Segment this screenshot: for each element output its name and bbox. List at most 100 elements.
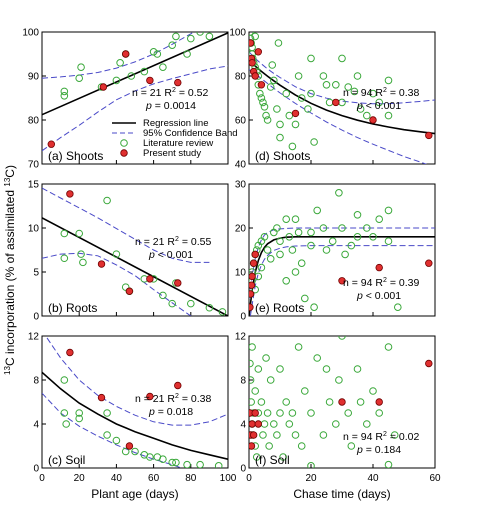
panel-a: 70 80 90 100 n = 21 R2 = 0.52p = 0.0014 (a) S… xyxy=(22,28,229,171)
literature-point xyxy=(266,83,275,91)
literature-point xyxy=(297,442,306,450)
y-tick-label: 0 xyxy=(240,312,246,323)
literature-point xyxy=(344,83,353,91)
y-tick-label: 0 xyxy=(33,464,39,475)
literature-point xyxy=(254,365,263,373)
literature-point xyxy=(353,72,362,80)
literature-point xyxy=(276,250,284,259)
literature-point xyxy=(60,376,69,384)
regression-line-e xyxy=(249,236,435,316)
present-point xyxy=(338,398,346,406)
present-point xyxy=(249,259,258,267)
x-tick-label: 40 xyxy=(367,473,379,484)
present-point xyxy=(332,98,340,107)
literature-point xyxy=(249,398,255,406)
panel-frame-f xyxy=(248,335,436,469)
literature-point xyxy=(285,111,294,120)
literature-point xyxy=(291,268,300,276)
y-tick-label: 5 xyxy=(33,268,39,279)
literature-point xyxy=(294,72,303,80)
literature-point xyxy=(313,354,322,362)
present-point xyxy=(249,420,256,428)
present-point xyxy=(249,303,254,311)
literature-point xyxy=(335,189,343,197)
literature-point xyxy=(116,59,124,67)
literature-point xyxy=(304,105,312,113)
literature-point xyxy=(291,215,300,223)
literature-point xyxy=(384,111,393,120)
literature-point xyxy=(375,98,384,107)
literature-point xyxy=(259,98,267,107)
y-tick-label: 80 xyxy=(28,116,40,127)
present-point xyxy=(146,275,154,283)
literature-point xyxy=(384,206,393,215)
literature-point xyxy=(121,447,130,456)
present-point xyxy=(97,393,106,402)
literature-point xyxy=(131,447,139,456)
literature-point xyxy=(288,246,297,254)
literature-point xyxy=(344,409,353,417)
literature-point xyxy=(384,76,393,85)
literature-point xyxy=(310,138,318,146)
literature-point xyxy=(112,250,121,258)
y-tick-label: 100 xyxy=(229,28,246,39)
literature-point xyxy=(353,233,362,241)
stats-p-b: p < 0.001 xyxy=(148,249,193,261)
ci-upper-d xyxy=(249,51,435,105)
literature-point xyxy=(249,359,254,368)
literature-point xyxy=(350,87,359,96)
literature-point xyxy=(319,72,328,80)
literature-point xyxy=(319,431,328,439)
x-tick-label: 100 xyxy=(220,473,237,484)
literature-point xyxy=(384,460,393,468)
literature-point xyxy=(172,458,180,467)
present-point xyxy=(375,263,383,272)
literature-point xyxy=(332,81,340,89)
y-tick-label: 90 xyxy=(28,72,40,83)
ci-lower-b xyxy=(42,252,192,316)
literature-point xyxy=(353,211,362,219)
literature-point xyxy=(75,414,83,423)
literature-point xyxy=(196,32,204,36)
literature-point xyxy=(249,343,256,351)
ci-lower-c xyxy=(42,392,183,468)
y-tick-label: 30 xyxy=(235,180,247,191)
present-point xyxy=(338,277,346,285)
legend-regression-label: Regression line xyxy=(143,118,208,129)
x-tick-label: 40 xyxy=(111,473,123,484)
literature-point xyxy=(60,229,69,238)
literature-point xyxy=(262,111,270,120)
literature-point xyxy=(257,263,266,272)
literature-point xyxy=(297,94,306,102)
literature-point xyxy=(276,120,284,129)
y-tick-label: 60 xyxy=(235,116,247,127)
present-point xyxy=(425,359,433,368)
legend-literature-swatch xyxy=(120,139,128,147)
literature-point xyxy=(266,254,275,263)
literature-point xyxy=(260,103,269,111)
stats-n-r2-a: n = 21 R2 = 0.52 xyxy=(132,87,208,99)
literature-point xyxy=(322,81,331,89)
literature-point xyxy=(375,409,384,417)
plot-area-c xyxy=(42,336,228,468)
panel-label-c: (c) Soil xyxy=(48,453,85,467)
literature-point xyxy=(369,233,377,241)
literature-point xyxy=(60,87,69,96)
literature-point xyxy=(310,303,318,312)
stats-p-e: p < 0.001 xyxy=(356,290,401,302)
plot-area-b xyxy=(42,187,228,316)
stats-p-a: p = 0.0014 xyxy=(145,100,196,112)
literature-point xyxy=(256,89,264,98)
literature-point xyxy=(288,409,297,417)
y-axis-title: 13C incorporation (% of assimilated 13C) xyxy=(3,165,17,375)
present-point xyxy=(254,48,262,56)
present-point xyxy=(254,420,262,428)
y-tick-label: 40 xyxy=(235,160,247,171)
stats-n-r2-f: n = 94 R2 = 0.02 xyxy=(343,431,419,443)
literature-point xyxy=(375,215,384,223)
stats-n-r2-e: n = 94 R2 = 0.39 xyxy=(343,277,419,289)
panel-frame-b xyxy=(41,183,229,317)
present-point xyxy=(249,431,258,439)
literature-point xyxy=(332,420,340,428)
present-point xyxy=(251,250,259,259)
